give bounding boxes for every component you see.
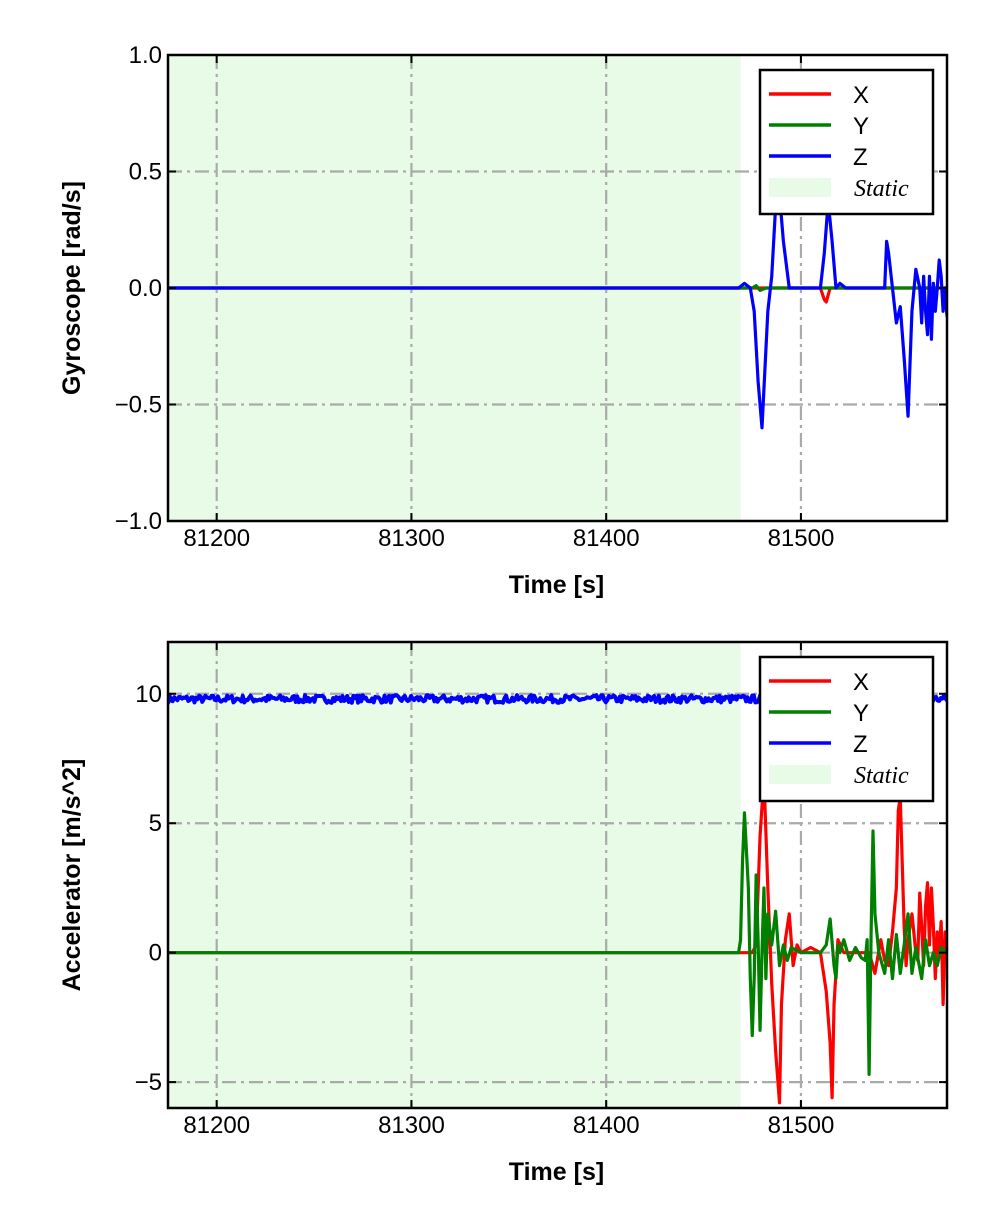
x-tick-label: 81200 [183,1112,250,1139]
legend-label: X [853,669,869,696]
y-tick-labels: 1.0 0.5 0.0 −0.5 −1.0 [115,42,162,535]
series-lines [168,193,947,430]
y-axis-label: Accelerator [m/s^2] [58,759,86,992]
x-tick-labels: 81200 81300 81400 81500 [183,525,834,552]
series-line-y [168,811,947,1076]
x-tick-label: 81500 [768,525,835,552]
y-axis-label: Gyroscope [rad/s] [58,181,86,395]
static-region-shading [168,642,741,1108]
legend-label: Static [854,176,909,202]
x-tick-label: 81300 [378,525,445,552]
x-tick-label: 81400 [573,525,640,552]
legend: XYZ Static [758,68,935,216]
y-tick-label: 0.5 [129,159,162,186]
series-line-z [168,193,947,430]
y-tick-labels: 10 5 0 −5 [135,681,162,1096]
y-tick-label: 10 [135,681,162,708]
legend: XYZ Static [758,655,935,803]
x-tick-label: 81400 [573,1112,640,1139]
y-tick-label: 1.0 [129,42,162,69]
y-tick-label: 0.0 [129,275,162,302]
tick-marks [168,642,947,1108]
y-tick-label: −1.0 [115,508,162,535]
y-tick-label: 5 [149,810,162,837]
x-tick-label: 81500 [768,1112,835,1139]
y-tick-label: 0 [149,940,162,967]
legend-label: Static [854,763,909,789]
legend-label: Y [853,113,869,140]
legend-label: X [853,82,869,109]
x-tick-label: 81200 [183,525,250,552]
legend-label: Z [853,144,868,171]
plot-frame [166,640,949,1110]
x-tick-label: 81300 [378,1112,445,1139]
legend-label: Y [853,700,869,727]
y-tick-label: −0.5 [115,392,162,419]
x-tick-labels: 81200 81300 81400 81500 [183,1112,834,1139]
accelerometer-panel: 10 5 0 −5 81200 81300 81400 81500 Accelerator … [58,640,949,1186]
x-axis-label: Time [s] [509,571,604,599]
legend-swatch-static [769,178,831,197]
tick-marks [168,54,947,522]
x-axis-label: Time [s] [509,1158,604,1186]
legend-swatch-static [769,765,831,784]
legend-label: Z [853,731,868,758]
gyroscope-panel: 1.0 0.5 0.0 −0.5 −1.0 81200 81300 81400 81500 G… [58,42,949,599]
y-tick-label: −5 [135,1069,162,1096]
